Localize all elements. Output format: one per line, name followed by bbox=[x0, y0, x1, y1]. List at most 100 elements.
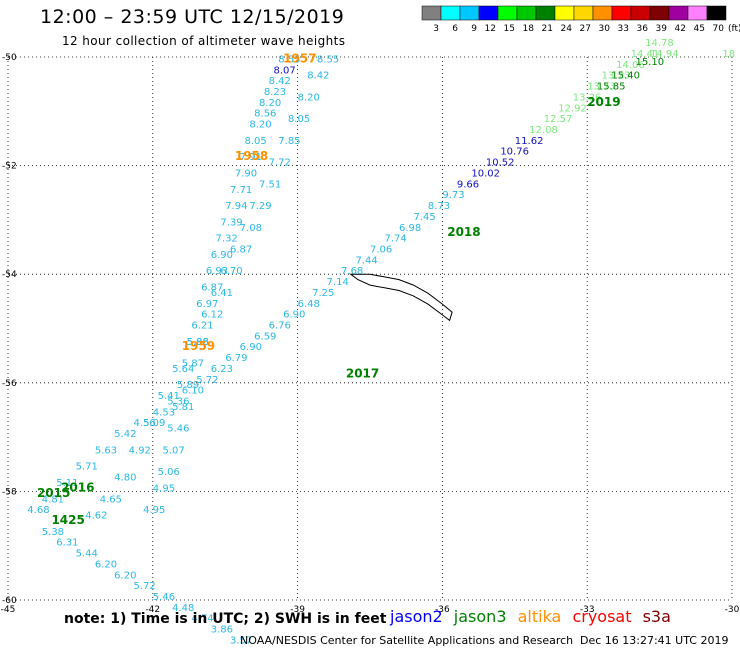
pass-time-label: 2016 bbox=[61, 480, 94, 494]
wave-height-value: 11.62 bbox=[515, 136, 544, 147]
wave-height-value: 8.05 bbox=[245, 136, 267, 147]
wave-height-value: 5.89 bbox=[177, 380, 199, 391]
lat-tick-label: -60 bbox=[2, 596, 17, 606]
wave-height-value: 12.08 bbox=[529, 125, 558, 136]
coastline-south-georgia bbox=[349, 273, 453, 322]
color-scale-swatch bbox=[668, 5, 689, 21]
color-scale-swatch bbox=[554, 5, 575, 21]
color-scale-label: 45 bbox=[694, 24, 705, 34]
wave-height-value: 6.20 bbox=[95, 559, 117, 570]
wave-height-value: 4.56 bbox=[133, 418, 155, 429]
lon-tick-label: -30 bbox=[725, 605, 740, 615]
wave-height-value: 5.38 bbox=[42, 527, 64, 538]
wave-height-value: 7.51 bbox=[259, 179, 281, 190]
lat-tick-label: -54 bbox=[2, 270, 17, 280]
wave-height-value: 5.72 bbox=[196, 375, 218, 386]
wave-height-value: 6.97 bbox=[196, 299, 218, 310]
wave-height-value: 6.12 bbox=[201, 310, 223, 321]
wave-height-value: 8.20 bbox=[259, 98, 281, 109]
wave-height-value: 4.62 bbox=[85, 511, 107, 522]
wave-height-value: 8.42 bbox=[269, 76, 291, 87]
lat-tick-label: -52 bbox=[2, 162, 17, 172]
color-scale-label: 24 bbox=[561, 24, 573, 34]
color-scale-swatch bbox=[497, 5, 518, 21]
wave-height-value: 18 bbox=[722, 49, 735, 60]
color-scale-swatch bbox=[630, 5, 651, 21]
wave-height-value: 6.31 bbox=[56, 538, 78, 549]
wave-height-value: 8.23 bbox=[264, 87, 286, 98]
wave-height-value: 6.48 bbox=[298, 299, 320, 310]
wave-height-value: 14.41 bbox=[631, 49, 660, 60]
wave-height-value: 6.76 bbox=[269, 321, 291, 332]
wave-height-value: 10.52 bbox=[486, 158, 515, 169]
wave-height-value: 7.94 bbox=[225, 201, 247, 212]
wave-height-value: 9.73 bbox=[442, 190, 464, 201]
wave-height-value: 7.06 bbox=[370, 244, 392, 255]
wave-height-value: 12.92 bbox=[558, 103, 587, 114]
wave-height-value: 6.98 bbox=[399, 223, 421, 234]
wave-height-value: 6.70 bbox=[220, 266, 242, 277]
satellite-legend: jason2 jason3 altika cryosat s3a bbox=[390, 607, 677, 626]
wave-height-value: 7.25 bbox=[312, 288, 334, 299]
color-scale-label: 33 bbox=[618, 24, 629, 34]
wave-height-value: 8.55 bbox=[278, 54, 300, 65]
color-scale-label: 3 bbox=[433, 24, 439, 34]
wave-height-value: 8.56 bbox=[254, 109, 276, 120]
color-scale-label: 30 bbox=[599, 24, 611, 34]
wave-height-value: 7.90 bbox=[235, 168, 257, 179]
color-scale-swatch bbox=[573, 5, 594, 21]
wave-height-value: 13.23 bbox=[602, 71, 631, 82]
satellite-legend-s3a: s3a bbox=[642, 607, 671, 626]
wave-height-value: 7.32 bbox=[216, 234, 238, 245]
wave-height-value: 5.07 bbox=[162, 445, 184, 456]
lon-tick-label: -45 bbox=[1, 605, 16, 615]
color-scale-label: 70 bbox=[713, 24, 725, 34]
wave-height-value: 14.94 bbox=[650, 49, 679, 60]
wave-height-value: 12.57 bbox=[544, 114, 573, 125]
pass-time-label: 1425 bbox=[51, 513, 84, 527]
wave-height-value: 5.44 bbox=[76, 549, 98, 560]
wave-height-value: 6.21 bbox=[191, 321, 213, 332]
wave-height-value: 8.20 bbox=[298, 92, 320, 103]
satellite-legend-jason2: jason2 bbox=[390, 607, 443, 626]
wave-height-value: 13.73 bbox=[587, 82, 616, 93]
wave-height-value: 6.93 bbox=[206, 266, 228, 277]
color-scale-label: 39 bbox=[656, 24, 668, 34]
lon-tick-label: -42 bbox=[145, 605, 160, 615]
wave-height-value: 10.76 bbox=[500, 147, 529, 158]
footer-timestamp: Dec 16 13:27:41 UTC 2019 bbox=[580, 634, 729, 647]
color-scale-swatch bbox=[459, 5, 480, 21]
wave-height-value: 4.81 bbox=[42, 494, 64, 505]
wave-height-value: 10.02 bbox=[471, 168, 500, 179]
wave-height-value: 8.05 bbox=[288, 114, 310, 125]
page-title: 12:00 – 23:59 UTC 12/15/2019 bbox=[40, 6, 345, 28]
lon-tick-label: -39 bbox=[290, 605, 305, 615]
lon-tick-label: -36 bbox=[435, 605, 450, 615]
wave-height-value: 4.65 bbox=[100, 494, 122, 505]
pass-time-label: 2019 bbox=[587, 95, 620, 109]
wave-height-value: 7.72 bbox=[269, 158, 291, 169]
color-scale-label: 36 bbox=[637, 24, 649, 34]
wave-height-value: 5.11 bbox=[56, 478, 78, 489]
wave-height-value: 6.87 bbox=[201, 282, 223, 293]
color-scale-swatch bbox=[421, 5, 442, 21]
wave-height-value: 5.06 bbox=[158, 467, 180, 478]
color-scale-label: 18 bbox=[523, 24, 535, 34]
wave-height-value: 6.90 bbox=[211, 250, 233, 261]
wave-height-value: 7.85 bbox=[278, 136, 300, 147]
wave-height-value: 15.85 bbox=[597, 82, 626, 93]
wave-height-value: 5.72 bbox=[133, 581, 155, 592]
color-scale-label: 15 bbox=[504, 24, 515, 34]
wave-height-value: 6.41 bbox=[211, 288, 233, 299]
pass-time-label: 2015 bbox=[37, 486, 70, 500]
wave-height-value: 5.63 bbox=[95, 445, 117, 456]
lat-tick-label: -50 bbox=[2, 53, 17, 63]
satellite-legend-cryosat: cryosat bbox=[572, 607, 632, 626]
wave-height-value: 6.59 bbox=[254, 331, 276, 342]
wave-height-value: 4.53 bbox=[153, 407, 175, 418]
wave-height-value: 7.39 bbox=[220, 217, 242, 228]
pass-time-label: 1959 bbox=[182, 339, 215, 353]
wave-height-value: 7.44 bbox=[356, 255, 378, 266]
